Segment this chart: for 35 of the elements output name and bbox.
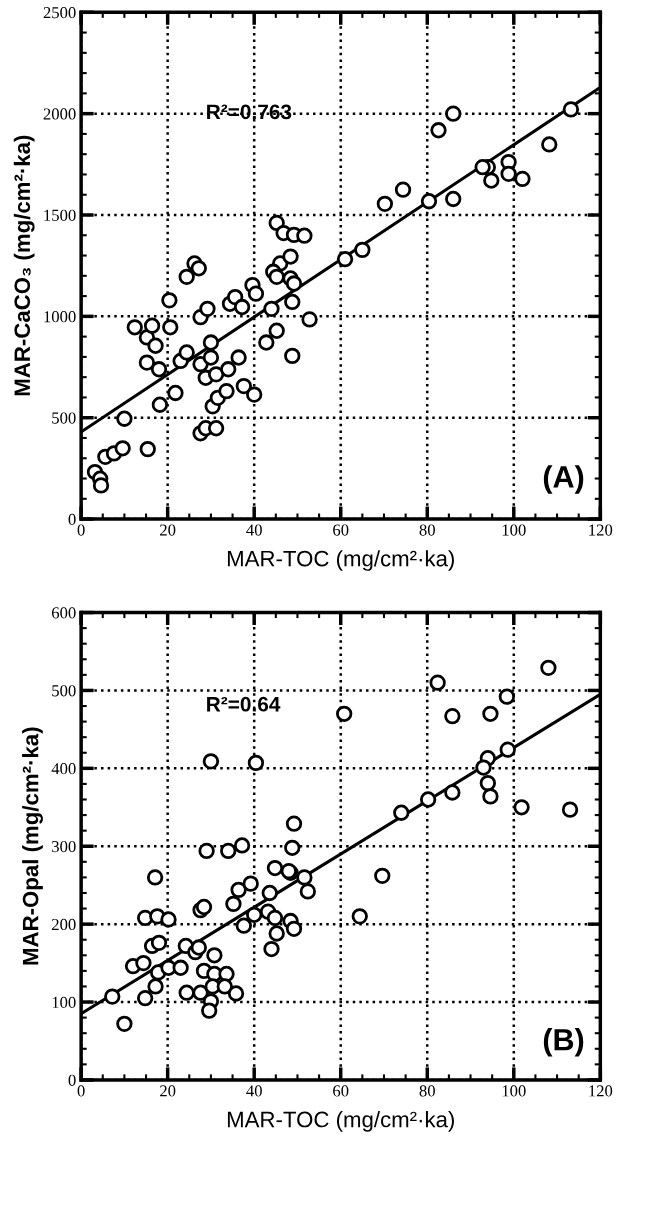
y-tick-label: 200 [52, 918, 76, 931]
y-tick-label: 2500 [43, 7, 76, 19]
x-tick-label: 120 [589, 1085, 613, 1097]
x-tick-label: 40 [246, 1085, 262, 1097]
y-axis-title: MAR-CaCO₃ (mg/cm²·ka) [13, 135, 35, 396]
x-tick-label: 40 [246, 524, 262, 536]
y-tick-label: 0 [68, 513, 76, 526]
y-axis-title: MAR-Opal (mg/cm²·ka) [22, 727, 43, 965]
x-tick-label: 20 [160, 524, 176, 536]
x-axis-title: MAR-TOC (mg/cm²·ka) [227, 550, 454, 571]
y-tick-label: 500 [52, 685, 76, 697]
x-tick-label: 80 [419, 1085, 435, 1097]
x-axis-title: MAR-TOC (mg/cm²·ka) [227, 1111, 454, 1132]
annotation: (B) [543, 1028, 584, 1057]
y-tick-label: 1500 [44, 209, 76, 221]
y-tick-label: 100 [52, 996, 76, 1008]
x-tick-label: 100 [502, 524, 526, 536]
x-tick-label: 0 [77, 1085, 85, 1097]
x-tick-label: 120 [589, 524, 613, 536]
annotation: (A) [543, 465, 584, 494]
x-tick-label: 20 [160, 1085, 176, 1097]
y-tick-label: 400 [51, 763, 76, 775]
x-tick-label: 60 [333, 524, 349, 536]
x-tick-label: 80 [419, 524, 435, 536]
y-tick-label: 2000 [43, 108, 76, 120]
y-tick-label: 500 [52, 412, 76, 424]
x-tick-label: 0 [77, 524, 85, 536]
x-tick-label: 100 [502, 1085, 526, 1097]
annotation: R²=0.763 [207, 104, 292, 120]
annotation: R²=0.64 [207, 696, 281, 712]
y-tick-label: 0 [68, 1074, 76, 1086]
y-tick-label: 300 [52, 840, 76, 853]
y-tick-label: 1000 [44, 311, 76, 323]
x-tick-label: 60 [333, 1085, 349, 1097]
y-tick-label: 600 [51, 607, 76, 619]
